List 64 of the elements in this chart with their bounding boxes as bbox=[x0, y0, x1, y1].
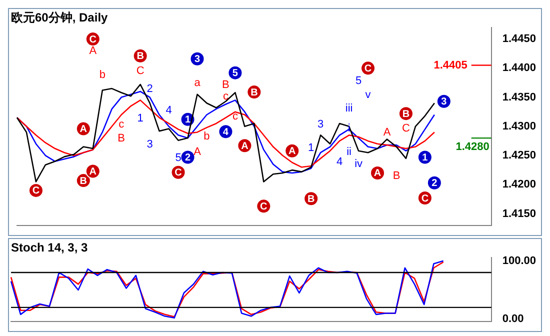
text: A bbox=[374, 168, 382, 180]
annotation: A bbox=[89, 45, 98, 58]
series-label: 3 bbox=[441, 96, 448, 108]
series-label: B bbox=[136, 51, 144, 62]
text: 3 bbox=[194, 54, 200, 66]
annotation: a bbox=[194, 76, 202, 89]
annotation: A bbox=[194, 146, 202, 158]
text: C bbox=[174, 168, 182, 179]
ref-line-label: 1.4405 bbox=[434, 59, 468, 72]
annotation: v bbox=[365, 88, 372, 101]
y-tick-label: 1.4450 bbox=[502, 33, 536, 46]
annotation: c bbox=[118, 118, 125, 130]
annotation: b bbox=[204, 130, 210, 142]
text: 2 bbox=[184, 152, 191, 164]
series-label: C bbox=[260, 201, 268, 212]
annotation: iii bbox=[345, 102, 353, 115]
annotation: iv bbox=[354, 158, 364, 170]
y-tick-label: 1.4300 bbox=[502, 120, 536, 132]
annotation: 2 bbox=[146, 82, 153, 95]
annotation: 3 bbox=[318, 118, 324, 130]
text: B bbox=[250, 87, 258, 98]
annotation: C bbox=[136, 64, 144, 77]
text: A bbox=[80, 124, 88, 135]
annotation: b bbox=[99, 68, 106, 81]
text: B bbox=[402, 108, 410, 120]
y-tick-label: 1.4150 bbox=[502, 208, 536, 220]
annotation: ii bbox=[346, 146, 352, 158]
ref-line-label: 1.4280 bbox=[456, 141, 490, 154]
text: 1 bbox=[184, 114, 191, 126]
text: A bbox=[241, 140, 248, 152]
text: C bbox=[89, 34, 97, 46]
annotation: 3 bbox=[146, 138, 153, 150]
series-label: 5 bbox=[232, 68, 238, 80]
annotation: c bbox=[232, 110, 238, 123]
annotation: B bbox=[222, 78, 230, 91]
y-tick-label: 1.4350 bbox=[502, 91, 536, 104]
annotation: C bbox=[402, 122, 410, 134]
annotation: 1 bbox=[137, 112, 144, 125]
text: B bbox=[80, 176, 88, 187]
annotation: B bbox=[392, 170, 400, 182]
y-tick-label: 0.00 bbox=[502, 313, 524, 326]
annotation: 5 bbox=[355, 74, 362, 87]
annotation: 4 bbox=[336, 156, 343, 168]
annotation: 1 bbox=[308, 142, 314, 154]
y-tick-label: 1.4400 bbox=[502, 62, 536, 74]
annotation: 4 bbox=[166, 104, 172, 117]
annotation: A bbox=[383, 126, 392, 138]
y-tick-label: 1.4200 bbox=[502, 178, 536, 191]
text: C bbox=[364, 63, 372, 74]
chart-title: 欧元60分钟, Daily bbox=[11, 10, 108, 25]
y-tick-label: 100.00 bbox=[502, 254, 536, 267]
series-label: A bbox=[89, 166, 97, 178]
text: C bbox=[421, 193, 429, 204]
chart-title: Stoch 14, 3, 3 bbox=[11, 240, 88, 255]
y-tick-label: 1.4250 bbox=[502, 150, 536, 162]
annotation: 5 bbox=[175, 152, 182, 164]
text: C bbox=[32, 186, 40, 197]
text: A bbox=[288, 146, 296, 158]
annotation: c bbox=[222, 90, 229, 103]
text: B bbox=[307, 194, 315, 205]
series-label: 2 bbox=[432, 178, 438, 190]
series-label: 4 bbox=[222, 126, 229, 138]
series-label: 1 bbox=[422, 152, 428, 164]
annotation: B bbox=[118, 132, 126, 144]
